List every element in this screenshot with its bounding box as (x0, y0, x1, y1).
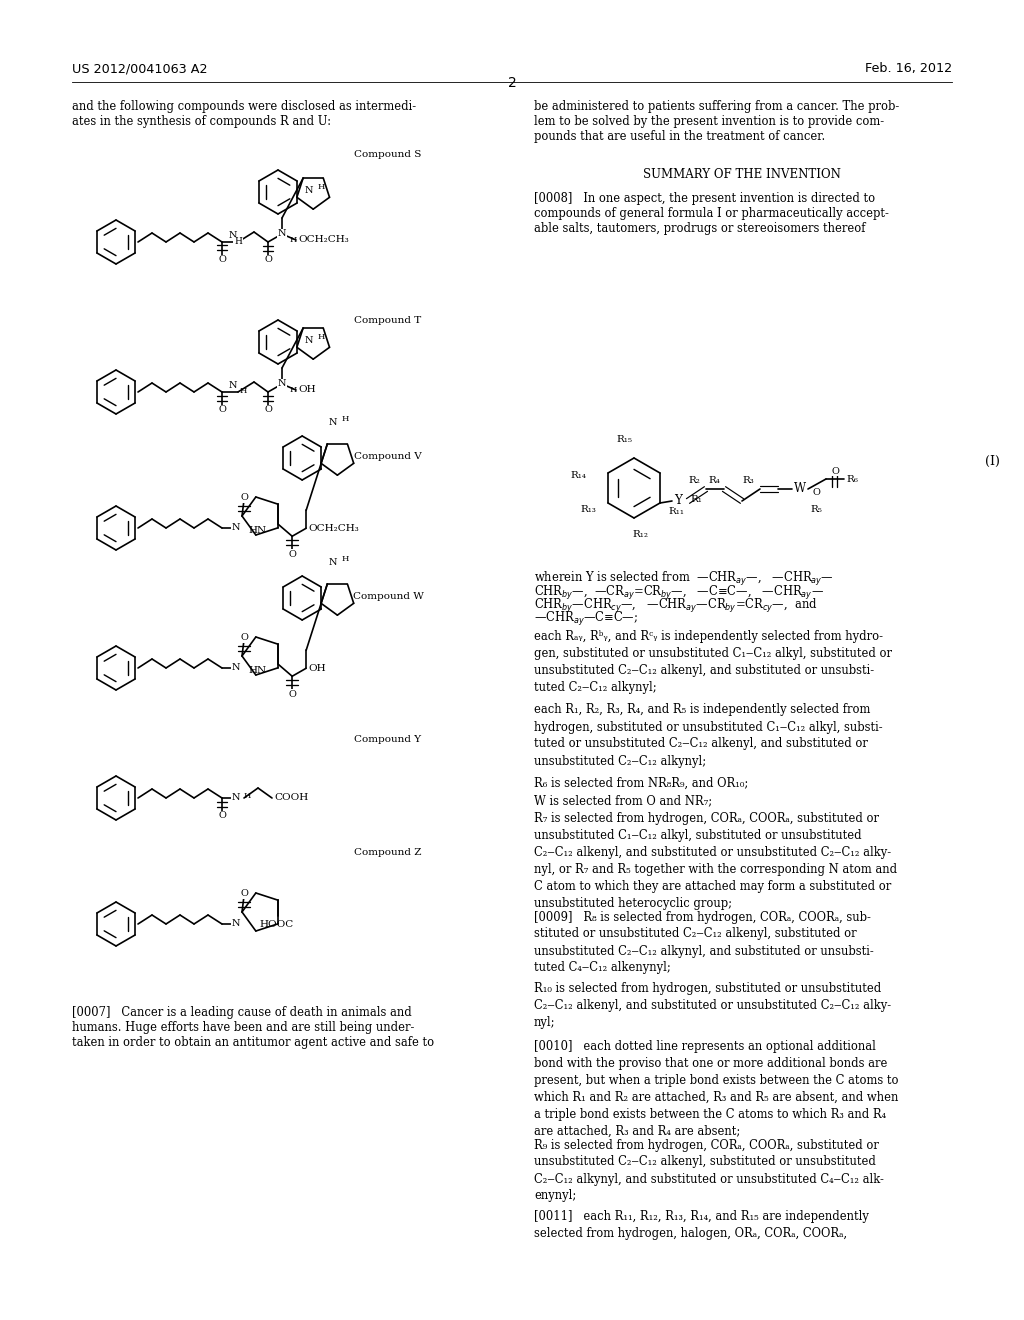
Text: COOH: COOH (274, 793, 308, 803)
Text: H: H (317, 183, 325, 191)
Text: R₁₂: R₁₂ (632, 531, 648, 539)
Text: HN: HN (248, 527, 266, 535)
Text: H: H (240, 387, 248, 395)
Text: CHR$_{by}$—CHR$_{cy}$—,   —CHR$_{ay}$—CR$_{by}$=CR$_{cy}$—,  and: CHR$_{by}$—CHR$_{cy}$—, —CHR$_{ay}$—CR$_… (534, 597, 817, 615)
Text: Compound T: Compound T (354, 315, 422, 325)
Text: R₉ is selected from hydrogen, CORₐ, COORₐ, substituted or
unsubstituted C₂‒C₁₂ a: R₉ is selected from hydrogen, CORₐ, COOR… (534, 1138, 884, 1203)
Text: O: O (288, 690, 296, 698)
Text: N: N (278, 380, 287, 388)
Text: R₁₄: R₁₄ (570, 471, 586, 480)
Text: R₆ is selected from NR₈R₉, and OR₁₀;: R₆ is selected from NR₈R₉, and OR₁₀; (534, 777, 749, 789)
Text: H: H (290, 385, 297, 393)
Text: OCH₂CH₃: OCH₂CH₃ (298, 235, 349, 244)
Text: —CHR$_{ay}$—C≡C—;: —CHR$_{ay}$—C≡C—; (534, 610, 638, 628)
Text: W: W (794, 483, 806, 495)
Text: (I): (I) (985, 455, 1000, 469)
Text: and the following compounds were disclosed as intermedi-
ates in the synthesis o: and the following compounds were disclos… (72, 100, 416, 128)
Text: HOOC: HOOC (259, 920, 293, 929)
Text: R₅: R₅ (810, 506, 822, 513)
Text: US 2012/0041063 A2: US 2012/0041063 A2 (72, 62, 208, 75)
Text: R₁₀ is selected from hydrogen, substituted or unsubstituted
C₂‒C₁₂ alkenyl, and : R₁₀ is selected from hydrogen, substitut… (534, 982, 891, 1030)
Text: be administered to patients suffering from a cancer. The prob-
lem to be solved : be administered to patients suffering fr… (534, 100, 899, 143)
Text: HN: HN (248, 667, 266, 676)
Text: O: O (264, 256, 272, 264)
Text: each Rₐᵧ, Rᵇᵧ, and Rᶜᵧ is independently selected from hydro-
gen, substituted or: each Rₐᵧ, Rᵇᵧ, and Rᶜᵧ is independently … (534, 630, 892, 694)
Text: O: O (218, 812, 226, 821)
Text: [0009]   R₈ is selected from hydrogen, CORₐ, COORₐ, sub-
stituted or unsubstitut: [0009] R₈ is selected from hydrogen, COR… (534, 911, 873, 974)
Text: O: O (218, 405, 226, 414)
Text: N: N (231, 524, 241, 532)
Text: O: O (812, 488, 820, 498)
Text: Y: Y (674, 495, 682, 507)
Text: O: O (288, 549, 296, 558)
Text: wherein Y is selected from  —CHR$_{ay}$—,   —CHR$_{ay}$—: wherein Y is selected from —CHR$_{ay}$—,… (534, 570, 834, 587)
Text: Compound V: Compound V (354, 451, 422, 461)
Text: OH: OH (298, 385, 315, 395)
Text: R₁₅: R₁₅ (616, 436, 632, 444)
Text: H: H (244, 792, 251, 800)
Text: O: O (218, 256, 226, 264)
Text: H: H (317, 333, 325, 341)
Text: N: N (231, 793, 241, 803)
Text: R₁: R₁ (690, 495, 701, 504)
Text: Feb. 16, 2012: Feb. 16, 2012 (865, 62, 952, 75)
Text: R₇ is selected from hydrogen, CORₐ, COORₐ, substituted or
unsubstituted C₁‒C₁₂ a: R₇ is selected from hydrogen, CORₐ, COOR… (534, 812, 897, 909)
Text: H: H (341, 554, 349, 562)
Text: R₆: R₆ (846, 474, 858, 483)
Text: SUMMARY OF THE INVENTION: SUMMARY OF THE INVENTION (643, 168, 841, 181)
Text: N: N (305, 186, 313, 195)
Text: OH: OH (308, 664, 326, 673)
Text: Compound S: Compound S (354, 150, 422, 158)
Text: N: N (231, 920, 241, 928)
Text: O: O (240, 890, 248, 899)
Text: [0011]   each R₁₁, R₁₂, R₁₃, R₁₄, and R₁₅ are independently
selected from hydrog: [0011] each R₁₁, R₁₂, R₁₃, R₁₄, and R₁₅ … (534, 1210, 869, 1239)
Text: N: N (305, 337, 313, 345)
Text: O: O (240, 494, 248, 503)
Text: H: H (290, 236, 297, 244)
Text: R₃: R₃ (742, 477, 754, 484)
Text: N: N (228, 381, 238, 389)
Text: O: O (264, 405, 272, 414)
Text: Compound Z: Compound Z (354, 847, 422, 857)
Text: H: H (234, 238, 242, 247)
Text: R₁₁: R₁₁ (668, 507, 684, 516)
Text: N: N (278, 230, 287, 239)
Text: [0008]   In one aspect, the present invention is directed to
compounds of genera: [0008] In one aspect, the present invent… (534, 191, 889, 235)
Text: R₂: R₂ (688, 477, 700, 484)
Text: O: O (240, 634, 248, 643)
Text: H: H (341, 414, 349, 422)
Text: O: O (831, 467, 839, 477)
Text: 2: 2 (508, 77, 516, 90)
Text: R₁₃: R₁₃ (581, 506, 596, 515)
Text: N: N (228, 231, 238, 240)
Text: N: N (231, 664, 241, 672)
Text: N: N (328, 418, 337, 426)
Text: Compound W: Compound W (352, 591, 424, 601)
Text: each R₁, R₂, R₃, R₄, and R₅ is independently selected from
hydrogen, substituted: each R₁, R₂, R₃, R₄, and R₅ is independe… (534, 704, 883, 767)
Text: W is selected from O and NR₇;: W is selected from O and NR₇; (534, 795, 712, 808)
Text: OCH₂CH₃: OCH₂CH₃ (308, 524, 359, 533)
Text: N: N (328, 558, 337, 566)
Text: [0010]   each dotted line represents an optional additional
bond with the provis: [0010] each dotted line represents an op… (534, 1040, 898, 1138)
Text: R₄: R₄ (708, 477, 720, 484)
Text: Compound Y: Compound Y (354, 735, 422, 744)
Text: [0007]   Cancer is a leading cause of death in animals and
humans. Huge efforts : [0007] Cancer is a leading cause of deat… (72, 1006, 434, 1049)
Text: CHR$_{by}$—,  —CR$_{ay}$=CR$_{by}$—,   —C≡C—,   —CHR$_{ay}$—: CHR$_{by}$—, —CR$_{ay}$=CR$_{by}$—, —C≡C… (534, 583, 824, 602)
